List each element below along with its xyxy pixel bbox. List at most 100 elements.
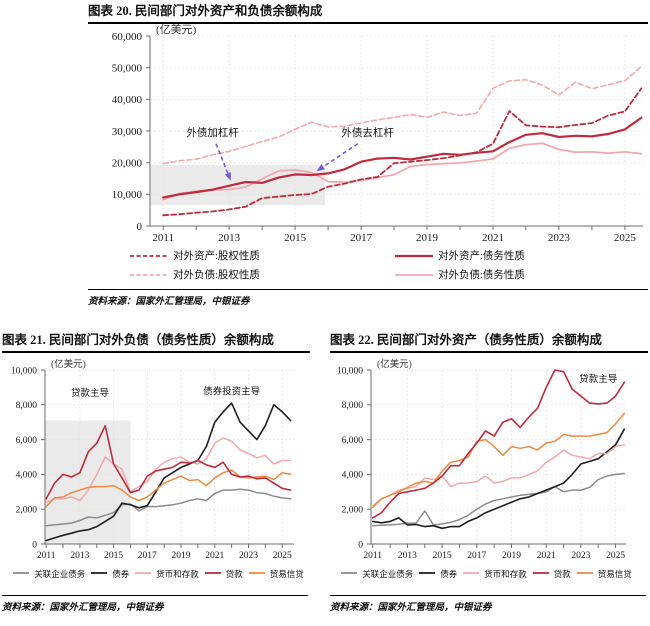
legend-item-贸易信贷: 贸易信贷 bbox=[248, 568, 304, 580]
figure-20-title: 图表 20. 民间部门对外资产和负债余额构成 bbox=[88, 4, 648, 24]
svg-text:10,000: 10,000 bbox=[337, 366, 363, 376]
svg-text:2013: 2013 bbox=[218, 232, 241, 244]
svg-text:2023: 2023 bbox=[239, 551, 258, 561]
legend-marker bbox=[395, 254, 433, 257]
legend-label: 对外资产:股权性质 bbox=[173, 251, 260, 262]
axis-unit-label: (亿美元) bbox=[51, 358, 86, 370]
svg-text:0: 0 bbox=[32, 540, 37, 550]
legend-marker bbox=[463, 572, 480, 574]
legend-item-关联企业债务: 关联企业债务 bbox=[340, 568, 413, 580]
svg-text:2,000: 2,000 bbox=[16, 506, 38, 516]
svg-text:2025: 2025 bbox=[606, 551, 625, 561]
svg-text:40,000: 40,000 bbox=[112, 94, 143, 106]
svg-text:30,000: 30,000 bbox=[112, 126, 143, 138]
figure-20-source: 资料来源：国家外汇管理局，中银证券 bbox=[88, 289, 648, 307]
legend-marker bbox=[135, 572, 152, 574]
legend-item-贷款: 贷款 bbox=[532, 568, 571, 580]
annotation-arrow bbox=[316, 143, 359, 172]
legend-item-货币和存款: 货币和存款 bbox=[462, 568, 527, 580]
y-tick-labels: 0 2,000 4,000 6,000 8,000 10,000 bbox=[337, 366, 363, 550]
series-债券 bbox=[371, 428, 626, 530]
svg-text:2017: 2017 bbox=[467, 551, 486, 561]
gridlines bbox=[371, 369, 626, 544]
legend-marker bbox=[532, 572, 549, 574]
legend-label: 对外负债:股权性质 bbox=[173, 270, 260, 281]
legend-label: 对外资产:债务性质 bbox=[438, 251, 525, 262]
source-text: 资料来源：国家外汇管理局，中银证券 bbox=[88, 297, 250, 307]
svg-text:2011: 2011 bbox=[37, 551, 56, 561]
legend-label: 贸易信贷 bbox=[269, 569, 304, 579]
legend-item-债券: 债券 bbox=[90, 568, 129, 580]
annotation-label: 外债加杠杆 bbox=[186, 126, 239, 139]
svg-text:2015: 2015 bbox=[104, 551, 123, 561]
annotation-label: 贷款主导 bbox=[579, 373, 617, 385]
legend-label: 货币和存款 bbox=[156, 569, 199, 579]
source-text: 资料来源：国家外汇管理局，中银证券 bbox=[2, 603, 164, 613]
svg-text:2023: 2023 bbox=[548, 232, 571, 244]
svg-text:2021: 2021 bbox=[482, 232, 504, 244]
svg-text:2023: 2023 bbox=[571, 551, 590, 561]
legend-label: 贷款 bbox=[225, 569, 243, 579]
svg-text:6,000: 6,000 bbox=[16, 436, 38, 446]
svg-text:10,000: 10,000 bbox=[112, 189, 143, 201]
x-tick-labels: 2011 2013 2015 2017 2019 2021 2023 2025 bbox=[363, 551, 625, 561]
legend-label: 贷款 bbox=[553, 569, 571, 579]
svg-text:2019: 2019 bbox=[172, 551, 191, 561]
svg-text:4,000: 4,000 bbox=[16, 471, 38, 481]
svg-text:2011: 2011 bbox=[363, 551, 382, 561]
series-贸易信贷 bbox=[45, 469, 292, 508]
figure-20-plot: 0 10,000 20,000 30,000 40,000 50,000 60,000 201… bbox=[112, 23, 643, 244]
legend-item-对外资产:股权性质: 对外资产:股权性质 bbox=[129, 248, 368, 263]
svg-text:2013: 2013 bbox=[398, 551, 417, 561]
legend-marker bbox=[576, 572, 593, 574]
legend-item-对外负债:债务性质: 对外负债:债务性质 bbox=[394, 267, 633, 282]
x-tick-labels: 2011 2013 2015 2017 2019 2021 2023 2025 bbox=[152, 232, 636, 244]
annotation-arrow bbox=[215, 143, 231, 181]
svg-text:0: 0 bbox=[137, 221, 143, 233]
figure-20-chart: 0 10,000 20,000 30,000 40,000 50,000 60,000 201… bbox=[58, 23, 648, 246]
figure-22-legend: 关联企业债务 债券 货币和存款 贷款 贸易信贷 bbox=[325, 568, 647, 580]
svg-text:2011: 2011 bbox=[152, 232, 174, 244]
legend-marker bbox=[130, 254, 168, 257]
series-关联企业债务 bbox=[371, 472, 626, 527]
legend-marker bbox=[13, 572, 30, 574]
series-关联企业债务 bbox=[45, 488, 292, 527]
legend-label: 关联企业债务 bbox=[34, 569, 86, 579]
svg-text:4,000: 4,000 bbox=[342, 471, 364, 481]
svg-text:2025: 2025 bbox=[273, 551, 292, 561]
figure-21-chart: 0 2,000 4,000 6,000 8,000 10,000 2011 2013 2015 2… bbox=[0, 358, 318, 563]
legend-label: 对外负债:债务性质 bbox=[438, 270, 525, 281]
legend-marker bbox=[419, 572, 436, 574]
legend-item-关联企业债务: 关联企业债务 bbox=[12, 568, 85, 580]
legend-marker bbox=[395, 273, 433, 276]
axes bbox=[41, 369, 294, 548]
figure-22-source: 资料来源：国家外汇管理局，中银证券 bbox=[330, 595, 646, 613]
series-债券 bbox=[45, 402, 292, 542]
legend-item-对外资产:债务性质: 对外资产:债务性质 bbox=[394, 248, 633, 263]
series-货币和存款 bbox=[371, 444, 626, 507]
figure-21-source: 资料来源：国家外汇管理局，中银证券 bbox=[2, 595, 308, 613]
svg-text:2019: 2019 bbox=[416, 232, 439, 244]
series-对外资产:债务性质 bbox=[162, 116, 643, 199]
svg-text:2017: 2017 bbox=[350, 232, 373, 244]
legend-marker bbox=[130, 273, 168, 276]
series-对外资产:股权性质 bbox=[162, 87, 643, 217]
y-tick-labels: 0 10,000 20,000 30,000 40,000 50,000 60,000 bbox=[112, 31, 143, 233]
axis-unit-label: (亿美元) bbox=[377, 358, 412, 370]
svg-text:10,000: 10,000 bbox=[11, 366, 37, 376]
legend-marker bbox=[204, 572, 221, 574]
legend-label: 债券 bbox=[440, 569, 458, 579]
svg-text:2017: 2017 bbox=[138, 551, 157, 561]
svg-text:2025: 2025 bbox=[614, 232, 637, 244]
series-货币和存款 bbox=[45, 437, 292, 503]
svg-text:2,000: 2,000 bbox=[342, 506, 364, 516]
annotation-label: 外债去杠杆 bbox=[341, 126, 394, 139]
svg-text:2021: 2021 bbox=[205, 551, 224, 561]
series-贷款 bbox=[45, 424, 292, 500]
svg-text:6,000: 6,000 bbox=[342, 436, 364, 446]
series-对外负债:股权性质 bbox=[162, 65, 643, 165]
legend-marker bbox=[248, 572, 265, 574]
series-对外负债:债务性质 bbox=[162, 142, 643, 201]
